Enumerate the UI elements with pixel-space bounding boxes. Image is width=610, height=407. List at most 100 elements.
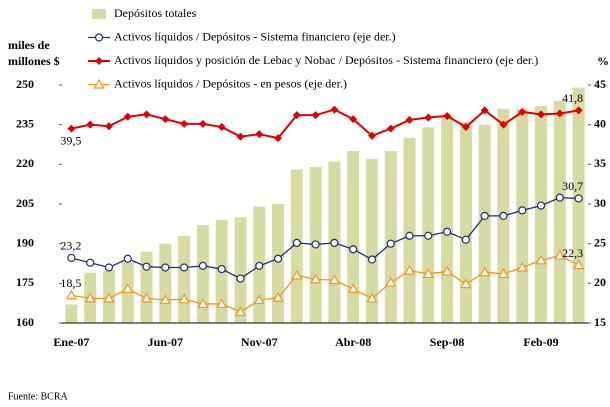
- point: [159, 294, 171, 305]
- data-label: 22,3: [562, 246, 583, 260]
- point: [573, 259, 585, 270]
- point: [367, 131, 376, 140]
- point: [234, 306, 246, 316]
- bar: [403, 137, 416, 323]
- point: [461, 235, 470, 244]
- legend-label: Activos líquidos / Depósitos - en pesos …: [114, 76, 347, 90]
- point: [274, 134, 283, 143]
- point: [328, 274, 340, 285]
- bar: [535, 106, 548, 324]
- point: [349, 245, 358, 254]
- point: [217, 123, 226, 132]
- bar: [234, 217, 247, 323]
- point: [443, 111, 452, 120]
- point: [180, 263, 189, 272]
- point: [86, 258, 95, 267]
- point: [555, 109, 564, 118]
- y2-tick-label: 40: [594, 116, 606, 130]
- point: [310, 273, 322, 284]
- y2-tick-label: 45: [594, 77, 606, 91]
- bar: [478, 124, 491, 324]
- bar: [140, 251, 153, 323]
- bar: [347, 151, 360, 323]
- point: [330, 105, 339, 114]
- point: [255, 130, 264, 139]
- point: [311, 111, 320, 120]
- point: [479, 266, 491, 277]
- point: [84, 292, 96, 303]
- legend-label: Activos líquidos / Depósitos - Sistema f…: [114, 29, 396, 43]
- point: [292, 111, 301, 120]
- bar: [441, 116, 454, 323]
- legend-marker: [93, 78, 105, 89]
- point: [424, 113, 433, 122]
- point: [405, 231, 414, 240]
- point: [311, 240, 320, 249]
- point: [536, 201, 546, 210]
- point: [272, 291, 284, 302]
- point: [291, 269, 303, 280]
- point: [141, 292, 153, 303]
- line: [71, 108, 579, 140]
- point: [555, 193, 564, 202]
- point: [574, 106, 583, 115]
- point: [161, 263, 170, 272]
- x-tick-label: Abr-08: [335, 335, 371, 349]
- point: [104, 122, 113, 131]
- bar: [178, 235, 191, 323]
- point: [460, 278, 472, 289]
- bar: [553, 100, 566, 323]
- y-tick-label: 205: [16, 196, 34, 210]
- point: [497, 268, 509, 278]
- line: [71, 254, 579, 313]
- point: [86, 120, 95, 129]
- x-tick-label: Nov-07: [241, 335, 278, 349]
- legend-label: Activos líquidos y posición de Lebac y N…: [114, 53, 538, 67]
- point: [499, 120, 508, 129]
- y2-tick-label: 30: [594, 196, 606, 210]
- point: [480, 211, 489, 220]
- y-tick-label: 235: [16, 116, 34, 130]
- point: [292, 238, 301, 247]
- data-label: 23,2: [60, 239, 81, 253]
- point: [255, 261, 264, 270]
- point: [516, 261, 528, 272]
- point: [216, 298, 228, 309]
- point: [366, 292, 378, 303]
- bar: [272, 204, 285, 323]
- point: [443, 227, 452, 236]
- point: [480, 106, 489, 115]
- line: [71, 196, 579, 280]
- point: [253, 294, 265, 305]
- x-tick-label: Jun-07: [148, 335, 183, 349]
- point: [574, 194, 583, 203]
- point: [349, 115, 358, 124]
- point: [347, 283, 359, 293]
- legend-swatch: [92, 9, 106, 19]
- point: [67, 124, 76, 133]
- point: [386, 239, 395, 248]
- data-label: 30,7: [562, 179, 583, 193]
- legend-label: Depósitos totales: [114, 6, 197, 20]
- point: [123, 254, 132, 263]
- point: [499, 211, 508, 220]
- point: [161, 115, 170, 124]
- y2-axis-label: %: [597, 54, 609, 68]
- point: [422, 268, 434, 278]
- source: Fuente: BCRA: [8, 391, 69, 402]
- x-tick-label: Ene-07: [53, 335, 89, 349]
- bar: [65, 304, 78, 323]
- point: [217, 264, 226, 274]
- y2-tick-label: 35: [594, 156, 606, 170]
- point: [65, 289, 77, 300]
- y-tick-label: 250: [16, 77, 34, 91]
- y-tick-label: 160: [16, 315, 34, 329]
- point: [441, 265, 453, 276]
- y-tick-label: 175: [16, 275, 34, 289]
- point: [535, 254, 547, 265]
- y-axis-label: miles de: [8, 38, 50, 52]
- point: [236, 274, 245, 283]
- point: [198, 119, 207, 128]
- bar: [422, 127, 435, 323]
- y-tick-label: 220: [16, 156, 34, 170]
